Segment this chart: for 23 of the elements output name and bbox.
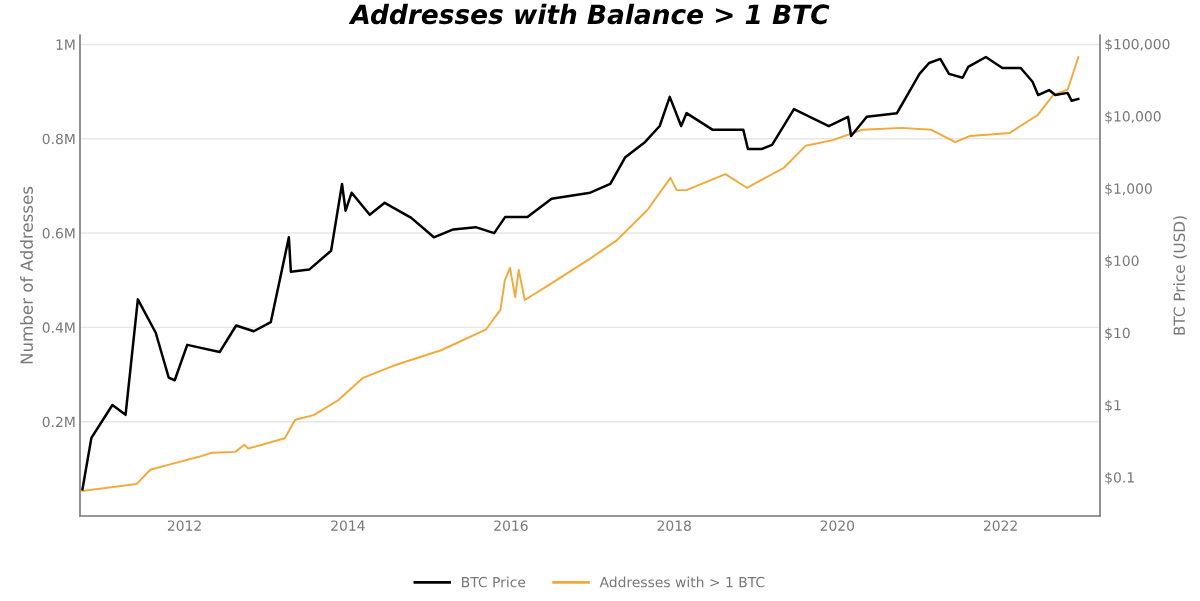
x-tick-label: 2020 <box>820 520 855 531</box>
y2-tick-label: $100 <box>1105 255 1139 268</box>
x-tick-label: 2014 <box>331 520 365 531</box>
y-tick-label: 0.4M <box>42 322 75 333</box>
y-tick-label: 0.8M <box>42 133 75 145</box>
y2-tick-label: $10,000 <box>1105 110 1161 124</box>
x-tick-label: 2016 <box>494 520 528 531</box>
y2-tick-label: $1,000 <box>1105 183 1152 196</box>
y-axis-title: Number of Addresses <box>20 186 33 364</box>
y2-tick-label: $100,000 <box>1105 38 1170 52</box>
chart-title: Addresses with Balance > 1 BTC <box>348 3 830 25</box>
y-tick-label: 0.6M <box>42 228 75 239</box>
y-tick-label: 1M <box>56 39 75 50</box>
x-tick-label: 2022 <box>983 520 1017 531</box>
legend-label: Addresses with > 1 BTC <box>599 576 765 588</box>
x-tick-label: 2018 <box>657 520 691 531</box>
y2-tick-label: $1 <box>1105 399 1121 413</box>
y-tick-label: 0.2M <box>42 416 75 428</box>
y2-axis-title: BTC Price (USD) <box>1173 216 1187 335</box>
y2-tick-label: $0.1 <box>1105 471 1134 485</box>
y2-tick-label: $10 <box>1105 327 1130 341</box>
legend-label: BTC Price <box>462 576 526 588</box>
x-tick-label: 2012 <box>167 520 201 531</box>
